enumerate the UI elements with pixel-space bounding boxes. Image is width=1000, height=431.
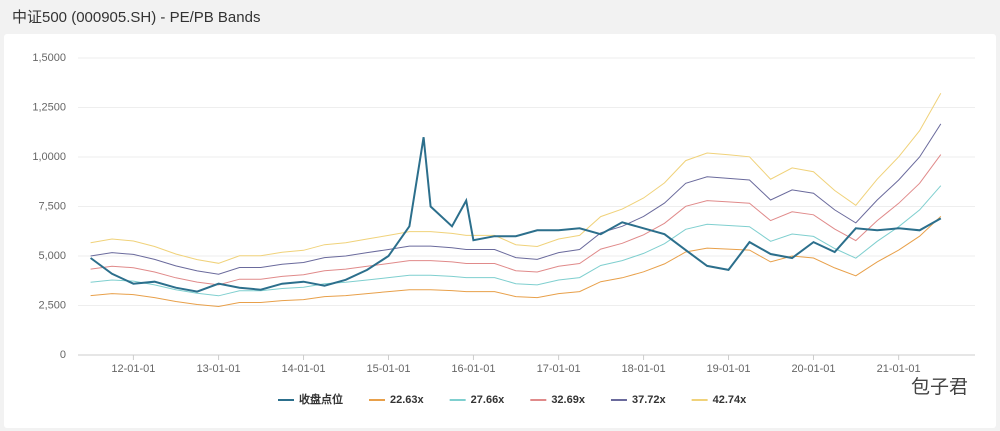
y-tick-label: 7,500 [38,200,66,212]
x-tick-label: 19-01-01 [706,363,750,375]
legend-label: 37.72x [632,394,667,406]
series-line [90,137,942,293]
x-tick-label: 13-01-01 [197,363,241,375]
y-tick-label: 0 [60,349,66,361]
series-line [90,185,942,297]
y-tick-label: 1,0000 [32,151,66,163]
watermark: 包子君 [911,376,968,398]
y-tick-label: 1,5000 [32,52,66,64]
x-tick-label: 21-01-01 [877,363,921,375]
x-tick-label: 12-01-01 [111,363,155,375]
y-tick-label: 1,2500 [32,101,66,113]
x-tick-label: 16-01-01 [451,363,495,375]
series-line [90,216,942,308]
legend-label: 32.69x [551,394,586,406]
x-tick-label: 20-01-01 [791,363,835,375]
page-title: 中证500 (000905.SH) - PE/PB Bands [12,9,261,26]
series-line [90,154,942,286]
series-line [90,123,942,275]
legend-label: 27.66x [471,394,506,406]
x-tick-label: 17-01-01 [537,363,581,375]
chart-card [4,34,996,428]
y-tick-label: 5,000 [38,250,66,262]
x-tick-label: 18-01-01 [622,363,666,375]
legend-label: 22.63x [390,394,425,406]
legend-label: 收盘点位 [299,392,343,406]
x-tick-label: 14-01-01 [282,363,326,375]
y-tick-label: 2,500 [38,299,66,311]
x-tick-label: 15-01-01 [366,363,410,375]
series-line [90,92,942,264]
legend-label: 42.74x [713,394,748,406]
